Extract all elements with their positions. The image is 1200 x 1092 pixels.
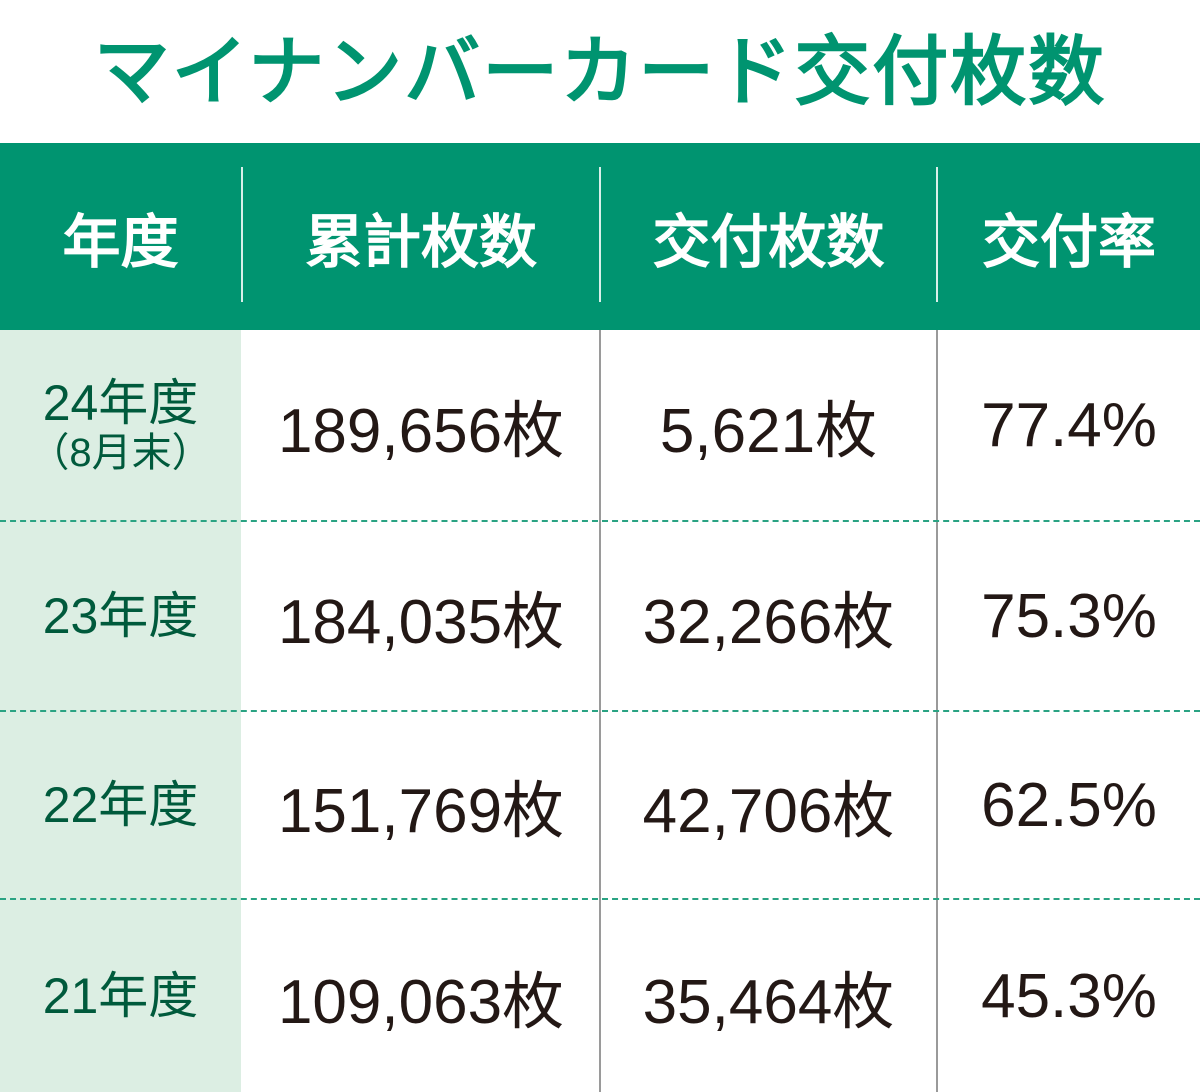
rate-cell: 45.3% <box>981 961 1157 1031</box>
issued-cell: 42,706枚 <box>642 777 895 846</box>
cumulative-cell: 151,769枚 <box>277 777 565 846</box>
title-area: マイナンバーカード交付枚数 <box>0 0 1200 143</box>
header-divider <box>241 167 243 302</box>
table-row: 24年度 （8月末） 189,656枚 5,621枚 77.4% <box>0 330 1200 520</box>
header-cumulative: 累計枚数 <box>304 207 537 276</box>
row-divider <box>0 898 1200 900</box>
header-rate: 交付率 <box>981 207 1156 276</box>
table-header: 年度 累計枚数 交付枚数 交付率 <box>0 143 1200 330</box>
rate-cell: 62.5% <box>981 770 1157 840</box>
year-cell: 22年度 <box>42 776 199 833</box>
table-row: 21年度 109,063枚 35,464枚 45.3% <box>0 900 1200 1092</box>
cumulative-cell: 189,656枚 <box>277 397 565 466</box>
table-row: 23年度 184,035枚 32,266枚 75.3% <box>0 522 1200 710</box>
issued-cell: 35,464枚 <box>642 968 895 1037</box>
rate-cell: 75.3% <box>981 581 1157 651</box>
row-divider <box>0 710 1200 712</box>
row-divider <box>0 520 1200 522</box>
cumulative-cell: 184,035枚 <box>277 588 565 657</box>
issuance-table: 年度 累計枚数 交付枚数 交付率 24年度 （8月末） 189,656枚 5,6… <box>0 143 1200 1092</box>
year-label: 24年度 <box>42 374 199 431</box>
year-cell: 24年度 （8月末） <box>0 330 241 520</box>
page-title: マイナンバーカード交付枚数 <box>93 26 1107 116</box>
year-cell: 23年度 <box>42 587 199 644</box>
table-row: 22年度 151,769枚 42,706枚 62.5% <box>0 712 1200 898</box>
rate-cell: 77.4% <box>981 390 1157 460</box>
year-cell: 21年度 <box>42 967 199 1024</box>
issued-cell: 32,266枚 <box>642 588 895 657</box>
issued-cell: 5,621枚 <box>659 397 878 466</box>
header-year: 年度 <box>62 207 179 276</box>
header-issued: 交付枚数 <box>652 207 885 276</box>
header-divider <box>599 167 601 302</box>
header-divider <box>936 167 938 302</box>
year-note: （8月末） <box>29 430 212 475</box>
cumulative-cell: 109,063枚 <box>277 968 565 1037</box>
